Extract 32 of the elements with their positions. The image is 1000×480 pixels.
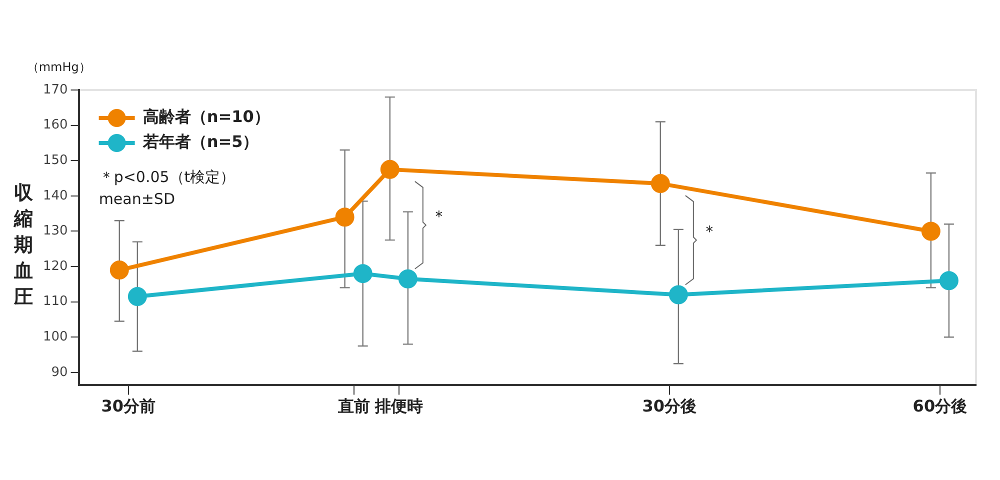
y-tick-label: 140	[42, 188, 68, 204]
point	[398, 269, 418, 288]
annotation: ＊	[701, 221, 718, 240]
point	[353, 264, 372, 284]
point	[921, 222, 940, 241]
y-tick-label: 100	[42, 330, 68, 345]
legend-label: 高齢者（n=10）	[142, 107, 270, 126]
point	[650, 174, 670, 194]
y-tick-label: 150	[42, 152, 68, 168]
annotation: ＊	[430, 206, 447, 226]
y-tick-label: 110	[42, 294, 68, 310]
y-tick-label: 120	[42, 258, 68, 274]
point	[335, 208, 354, 227]
annotation: ＊p<0.05（t検定）	[98, 168, 236, 186]
x-tick-label: 排便時	[374, 396, 423, 416]
y-tick-label: 90	[51, 364, 68, 380]
y-tick-label: 160	[42, 118, 68, 133]
point	[380, 160, 400, 179]
point	[110, 260, 129, 280]
y-axis-title: 収縮期血圧	[14, 181, 34, 310]
annotation: mean±SD	[98, 190, 175, 208]
point	[668, 285, 688, 304]
x-tick-label: 直前	[336, 396, 370, 416]
x-tick-label: 30分前	[101, 396, 156, 416]
x-tick-label: 60分後	[912, 396, 968, 416]
y-tick-label: 170	[42, 82, 68, 98]
point	[939, 271, 958, 290]
legend-label: 若年者（n=5）	[142, 132, 259, 152]
text: （mmHg）	[26, 60, 91, 74]
point	[128, 287, 147, 306]
x-tick-label: 30分後	[642, 396, 697, 416]
y-tick-label: 130	[42, 224, 68, 239]
